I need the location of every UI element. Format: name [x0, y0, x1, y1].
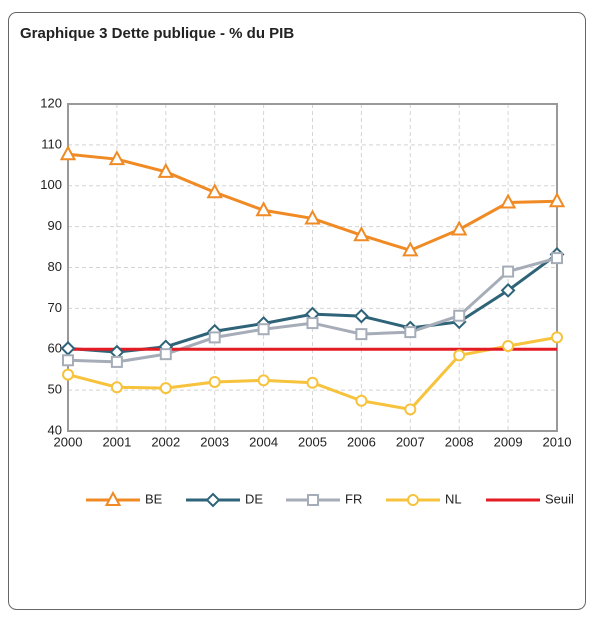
marker [353, 226, 370, 242]
marker [62, 368, 74, 381]
marker [451, 220, 468, 236]
marker [548, 192, 566, 208]
x-tick-label: 2003 [200, 434, 229, 449]
marker [355, 394, 368, 407]
marker [307, 494, 319, 506]
x-tick-label: 2009 [494, 434, 523, 449]
y-tick-label: 60 [48, 341, 62, 356]
marker [407, 494, 419, 506]
marker [110, 381, 123, 394]
marker [104, 490, 122, 506]
marker [159, 348, 172, 361]
x-tick-label: 2004 [249, 434, 278, 449]
marker [108, 150, 126, 166]
marker [306, 376, 319, 389]
legend-label: BE [145, 491, 163, 506]
chart-title: Graphique 3 Dette publique - % du PIB [20, 25, 294, 42]
y-tick-label: 50 [48, 382, 62, 397]
marker [62, 354, 74, 367]
marker [502, 265, 515, 278]
marker [59, 145, 77, 161]
x-tick-label: 2008 [445, 434, 474, 449]
x-tick-label: 2000 [54, 434, 83, 449]
chart-frame [8, 12, 586, 610]
y-tick-label: 40 [48, 422, 62, 437]
marker [502, 339, 515, 352]
x-tick-label: 2007 [396, 434, 425, 449]
marker [353, 308, 369, 324]
y-tick-label: 90 [48, 218, 62, 233]
y-tick-label: 110 [41, 136, 62, 151]
x-tick-label: 2006 [347, 434, 376, 449]
x-tick-label: 2001 [102, 434, 131, 449]
marker [159, 382, 172, 395]
marker [206, 183, 223, 199]
marker [551, 331, 563, 344]
marker [110, 355, 123, 368]
marker [402, 241, 419, 257]
legend-label: Seuil [545, 491, 574, 506]
y-tick-label: 70 [48, 300, 62, 315]
marker [255, 201, 272, 217]
x-tick-label: 2010 [543, 434, 572, 449]
marker [205, 492, 221, 508]
marker [208, 375, 221, 388]
marker [404, 403, 417, 416]
marker [355, 328, 368, 341]
marker [404, 326, 417, 339]
x-tick-label: 2002 [151, 434, 180, 449]
marker [157, 162, 174, 178]
legend-label: NL [445, 491, 462, 506]
y-tick-label: 80 [48, 259, 62, 274]
y-tick-label: 120 [40, 95, 62, 110]
y-tick-label: 100 [40, 177, 62, 192]
marker [257, 374, 270, 387]
x-tick-label: 2005 [298, 434, 327, 449]
marker [306, 317, 319, 330]
marker [453, 309, 466, 322]
marker [500, 282, 516, 298]
marker [208, 331, 221, 344]
plot-border [67, 103, 558, 432]
legend-label: FR [345, 491, 362, 506]
marker [551, 252, 563, 265]
legend-label: DE [245, 491, 263, 506]
marker [257, 323, 270, 336]
marker [304, 209, 321, 225]
marker [453, 349, 466, 362]
marker [499, 193, 517, 209]
